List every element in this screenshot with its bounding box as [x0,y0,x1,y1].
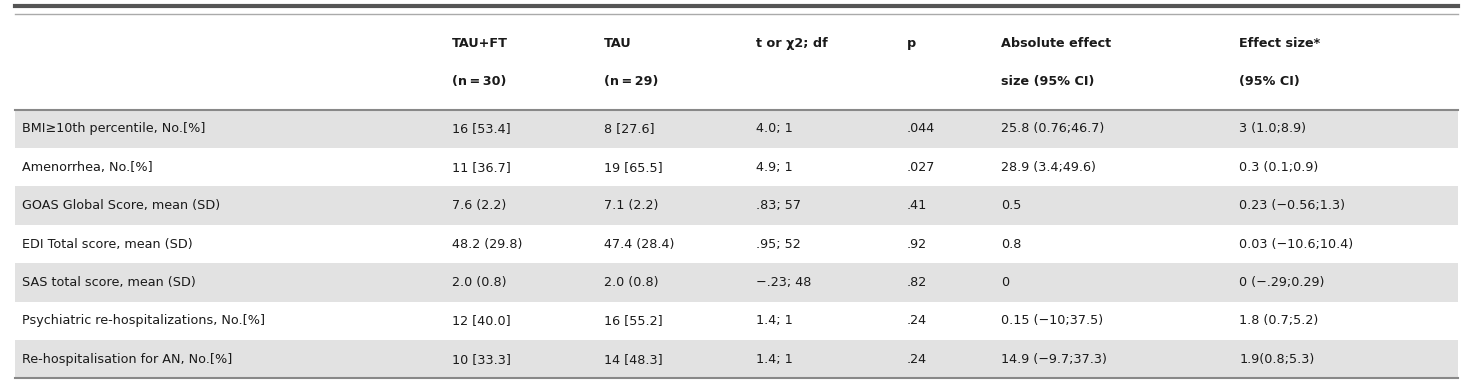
Text: (n = 29): (n = 29) [604,75,658,88]
Bar [15,186,1458,225]
Text: 10 [33.3]: 10 [33.3] [452,352,511,366]
Text: 3 (1.0;8.9): 3 (1.0;8.9) [1239,122,1307,135]
Text: 1.8 (0.7;5.2): 1.8 (0.7;5.2) [1239,314,1318,327]
Text: Re-hospitalisation for AN, No.[%]: Re-hospitalisation for AN, No.[%] [22,352,233,366]
Text: .92: .92 [907,237,927,251]
Text: Absolute effect: Absolute effect [1000,37,1111,50]
Text: 25.8 (0.76;46.7): 25.8 (0.76;46.7) [1000,122,1105,135]
Text: (95% CI): (95% CI) [1239,75,1299,88]
Text: 16 [55.2]: 16 [55.2] [604,314,663,327]
Text: 0.23 (−0.56;1.3): 0.23 (−0.56;1.3) [1239,199,1345,212]
Bar [15,340,1458,378]
Text: 0.03 (−10.6;10.4): 0.03 (−10.6;10.4) [1239,237,1354,251]
Text: −.23; 48: −.23; 48 [756,276,810,289]
Text: .24: .24 [907,352,927,366]
Bar [15,110,1458,148]
Text: 19 [65.5]: 19 [65.5] [604,161,663,174]
Text: 7.1 (2.2): 7.1 (2.2) [604,199,658,212]
Text: 28.9 (3.4;49.6): 28.9 (3.4;49.6) [1000,161,1096,174]
Bar [15,301,1458,340]
Text: 7.6 (2.2): 7.6 (2.2) [452,199,507,212]
Text: Effect size*: Effect size* [1239,37,1320,50]
Text: 4.9; 1: 4.9; 1 [756,161,792,174]
Text: 16 [53.4]: 16 [53.4] [452,122,511,135]
Bar [15,263,1458,301]
Text: .83; 57: .83; 57 [756,199,800,212]
Text: 0 (−.29;0.29): 0 (−.29;0.29) [1239,276,1324,289]
Text: 14.9 (−9.7;37.3): 14.9 (−9.7;37.3) [1000,352,1106,366]
Text: 0.3 (0.1;0.9): 0.3 (0.1;0.9) [1239,161,1318,174]
Bar [15,225,1458,263]
Text: 2.0 (0.8): 2.0 (0.8) [604,276,658,289]
Text: BMI≥10th percentile, No.[%]: BMI≥10th percentile, No.[%] [22,122,205,135]
Text: .24: .24 [907,314,927,327]
Text: 14 [48.3]: 14 [48.3] [604,352,663,366]
Text: GOAS Global Score, mean (SD): GOAS Global Score, mean (SD) [22,199,221,212]
Text: TAU+FT: TAU+FT [452,37,508,50]
Text: .82: .82 [907,276,928,289]
Text: TAU: TAU [604,37,632,50]
Text: 12 [40.0]: 12 [40.0] [452,314,511,327]
Text: t or χ2; df: t or χ2; df [756,37,828,50]
Text: 0.8: 0.8 [1000,237,1021,251]
Text: .027: .027 [907,161,935,174]
Bar [15,148,1458,186]
Text: 2.0 (0.8): 2.0 (0.8) [452,276,507,289]
Bar [15,15,1458,110]
Text: .41: .41 [907,199,928,212]
Text: 48.2 (29.8): 48.2 (29.8) [452,237,523,251]
Text: 1.4; 1: 1.4; 1 [756,352,792,366]
Text: 0.15 (−10;37.5): 0.15 (−10;37.5) [1000,314,1103,327]
Text: 1.4; 1: 1.4; 1 [756,314,792,327]
Text: p: p [907,37,916,50]
Text: Psychiatric re-hospitalizations, No.[%]: Psychiatric re-hospitalizations, No.[%] [22,314,265,327]
Text: 0: 0 [1000,276,1009,289]
Text: 8 [27.6]: 8 [27.6] [604,122,654,135]
Text: 0.5: 0.5 [1000,199,1021,212]
Text: 1.9(0.8;5.3): 1.9(0.8;5.3) [1239,352,1314,366]
Text: .95; 52: .95; 52 [756,237,800,251]
Text: .044: .044 [907,122,935,135]
Text: SAS total score, mean (SD): SAS total score, mean (SD) [22,276,196,289]
Text: EDI Total score, mean (SD): EDI Total score, mean (SD) [22,237,193,251]
Text: 11 [36.7]: 11 [36.7] [452,161,511,174]
Text: 4.0; 1: 4.0; 1 [756,122,792,135]
Text: 47.4 (28.4): 47.4 (28.4) [604,237,675,251]
Text: size (95% CI): size (95% CI) [1000,75,1094,88]
Text: (n = 30): (n = 30) [452,75,507,88]
Text: Amenorrhea, No.[%]: Amenorrhea, No.[%] [22,161,153,174]
